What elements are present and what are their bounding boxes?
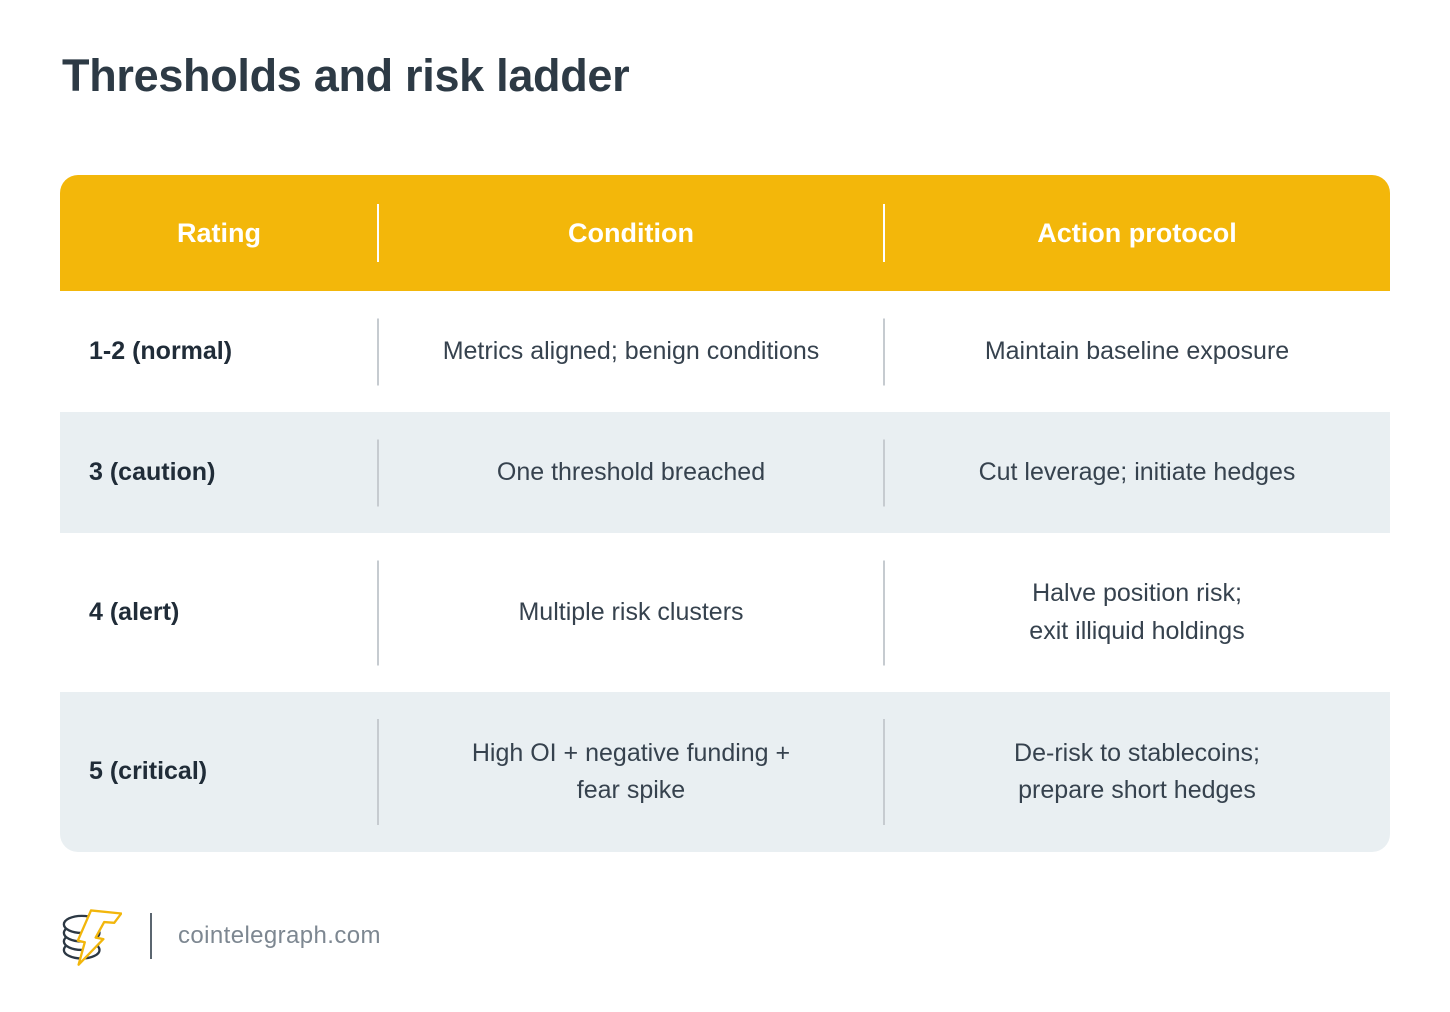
condition-cell: High OI + negative funding + fear spike [378,692,884,852]
action-cell: Halve position risk; exit illiquid holdi… [884,533,1390,692]
page-title: Thresholds and risk ladder [62,50,630,101]
condition-cell: Metrics aligned; benign conditions [378,291,884,412]
lightning-bolt-icon [76,909,122,966]
risk-ladder-table: Rating Condition Action protocol 1-2 (no… [60,175,1390,852]
table-row-normal: 1-2 (normal) Metrics aligned; benign con… [60,291,1390,412]
table-row-critical: 5 (critical) High OI + negative funding … [60,692,1390,852]
rating-cell: 5 (critical) [89,757,208,786]
rating-cell: 3 (caution) [89,457,216,486]
footer-site-url: cointelegraph.com [178,922,381,949]
condition-cell: Multiple risk clusters [378,533,884,692]
column-header-action: Action protocol [884,175,1390,291]
footer-divider [150,913,152,959]
rating-cell: 4 (alert) [89,597,180,626]
table-header-row: Rating Condition Action protocol [60,175,1390,291]
column-header-rating: Rating [177,217,261,248]
cointelegraph-logo-icon [62,909,122,966]
footer: cointelegraph.com [60,901,381,971]
action-cell: Cut leverage; initiate hedges [884,412,1390,533]
column-header-condition: Condition [378,175,884,291]
table-row-alert: 4 (alert) Multiple risk clusters Halve p… [60,533,1390,692]
action-cell: De-risk to stablecoins; prepare short he… [884,692,1390,852]
rating-cell: 1-2 (normal) [89,336,233,365]
action-cell: Maintain baseline exposure [884,291,1390,412]
table-row-caution: 3 (caution) One threshold breached Cut l… [60,412,1390,533]
condition-cell: One threshold breached [378,412,884,533]
